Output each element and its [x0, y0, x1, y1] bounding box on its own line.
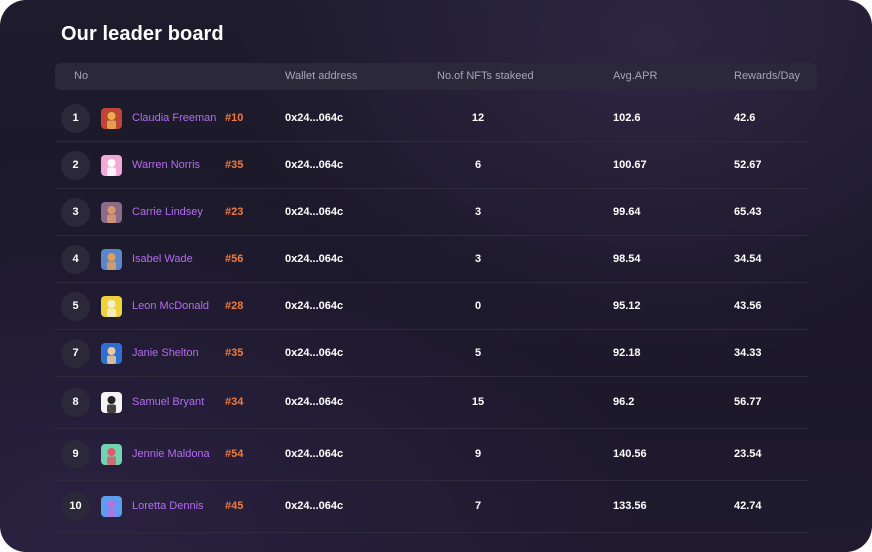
avg-apr: 140.56: [613, 448, 647, 460]
avatar: [101, 248, 122, 270]
user-name-link[interactable]: Isabel Wade: [132, 252, 193, 265]
rank-badge: 9: [61, 440, 90, 469]
wallet-address: 0x24...064c: [285, 500, 344, 512]
nft-tag: #56: [225, 252, 244, 265]
wallet-address: 0x24...064c: [285, 448, 344, 460]
user-name-link[interactable]: Leon McDonald: [132, 299, 210, 312]
rewards-per-day: 34.33: [734, 346, 762, 359]
rewards-per-day: 65.43: [734, 205, 762, 218]
rank-badge: 5: [61, 291, 90, 321]
wallet-address: 0x24...064c: [285, 299, 344, 312]
rank-badge: 10: [61, 492, 90, 521]
nft-avatar-icon: [101, 201, 122, 223]
avatar: [101, 107, 122, 129]
table-row[interactable]: 8 Samuel Bryant #34 0x24...064c 15 96.2 56.77: [55, 377, 809, 429]
nfts-staked: 0: [474, 299, 482, 312]
rank-badge: 1: [61, 103, 90, 133]
nfts-staked: 9: [474, 448, 482, 460]
user-name-link[interactable]: Samuel Bryant: [132, 396, 205, 408]
column-header-wallet: Wallet address: [285, 70, 358, 82]
user-name-link[interactable]: Warren Norris: [132, 158, 201, 171]
avatar: [101, 295, 122, 317]
nft-avatar-icon: [101, 295, 122, 317]
avg-apr: 98.54: [613, 252, 641, 265]
wallet-address: 0x24...064c: [285, 158, 344, 171]
column-header-no: No: [74, 70, 89, 82]
column-header-apr: Avg.APR: [613, 70, 658, 82]
nft-tag: #45: [225, 500, 244, 512]
user-name-link[interactable]: Janie Shelton: [132, 346, 199, 359]
nft-tag: #10: [225, 111, 244, 124]
rewards-per-day: 52.67: [734, 158, 762, 171]
rank-badge: 2: [61, 150, 90, 180]
table-row[interactable]: 3 Carrie Lindsey #23 0x24...064c 3 99.64 65.43: [55, 189, 809, 236]
avg-apr: 96.2: [613, 396, 635, 408]
user-name-link[interactable]: Carrie Lindsey: [132, 205, 203, 218]
table-row[interactable]: 2 Warren Norris #35 0x24...064c 6 100.67 52.67: [55, 142, 809, 189]
rank-badge: 3: [61, 197, 90, 227]
user-name-link[interactable]: Claudia Freeman: [132, 111, 217, 124]
avg-apr: 100.67: [613, 158, 647, 171]
nfts-staked: 7: [474, 500, 482, 512]
wallet-address: 0x24...064c: [285, 396, 344, 408]
rewards-per-day: 34.54: [734, 252, 762, 265]
nfts-staked: 3: [474, 205, 482, 218]
nft-avatar-icon: [101, 444, 122, 465]
nft-tag: #35: [225, 346, 244, 359]
nft-tag: #23: [225, 205, 244, 218]
table-row[interactable]: 4 Isabel Wade #56 0x24...064c 3 98.54 34.54: [55, 236, 809, 283]
avatar: [101, 444, 122, 465]
avg-apr: 99.64: [613, 205, 641, 218]
wallet-address: 0x24...064c: [285, 252, 344, 265]
user-name-link[interactable]: Jennie Maldona: [132, 448, 210, 460]
avg-apr: 133.56: [613, 500, 647, 512]
rank-badge: 7: [61, 338, 90, 368]
nft-tag: #28: [225, 299, 244, 312]
rewards-per-day: 43.56: [734, 299, 762, 312]
nft-avatar-icon: [101, 154, 122, 176]
wallet-address: 0x24...064c: [285, 111, 344, 124]
avg-apr: 95.12: [613, 299, 641, 312]
avatar: [101, 154, 122, 176]
nft-tag: #54: [225, 448, 244, 460]
page-title: Our leader board: [61, 23, 224, 45]
rank-badge: 4: [61, 244, 90, 274]
table-row[interactable]: 5 Leon McDonald #28 0x24...064c 0 95.12 43.56: [55, 283, 809, 330]
rewards-per-day: 23.54: [734, 448, 762, 460]
wallet-address: 0x24...064c: [285, 346, 344, 359]
nfts-staked: 6: [474, 158, 482, 171]
column-header-rewards: Rewards/Day: [734, 70, 801, 82]
nfts-staked: 15: [471, 396, 485, 408]
nft-avatar-icon: [101, 248, 122, 270]
rank-badge: 8: [61, 388, 90, 417]
nft-avatar-icon: [101, 392, 122, 413]
avatar: [101, 201, 122, 223]
nft-avatar-icon: [101, 496, 122, 517]
rewards-per-day: 42.74: [734, 500, 762, 512]
user-name-link[interactable]: Loretta Dennis: [132, 500, 204, 512]
nft-avatar-icon: [101, 107, 122, 129]
nfts-staked: 3: [474, 252, 482, 265]
column-header-nfts: No.of NFTs stakeed: [437, 70, 534, 82]
rewards-per-day: 56.77: [734, 396, 762, 408]
nfts-staked: 5: [474, 346, 482, 359]
table-row[interactable]: 10 Loretta Dennis #45 0x24...064c 7 133.56 42.…: [55, 481, 809, 533]
avg-apr: 102.6: [613, 111, 641, 124]
nft-tag: #34: [225, 396, 244, 408]
rewards-per-day: 42.6: [734, 111, 756, 124]
avatar: [101, 392, 122, 413]
table-row[interactable]: 9 Jennie Maldona #54 0x24...064c 9 140.56 23.5…: [55, 429, 809, 481]
avg-apr: 92.18: [613, 346, 641, 359]
table-row[interactable]: 7 Janie Shelton #35 0x24...064c 5 92.18 34.33: [55, 330, 809, 377]
nfts-staked: 12: [471, 111, 485, 124]
avatar: [101, 496, 122, 517]
nft-tag: #35: [225, 158, 244, 171]
avatar: [101, 342, 122, 364]
nft-avatar-icon: [101, 342, 122, 364]
table-row[interactable]: 1 Claudia Freeman #10 0x24...064c 12 102.6 42.…: [55, 95, 809, 142]
table-header: No Wallet address No.of NFTs stakeed Avg…: [55, 63, 817, 90]
wallet-address: 0x24...064c: [285, 205, 344, 218]
